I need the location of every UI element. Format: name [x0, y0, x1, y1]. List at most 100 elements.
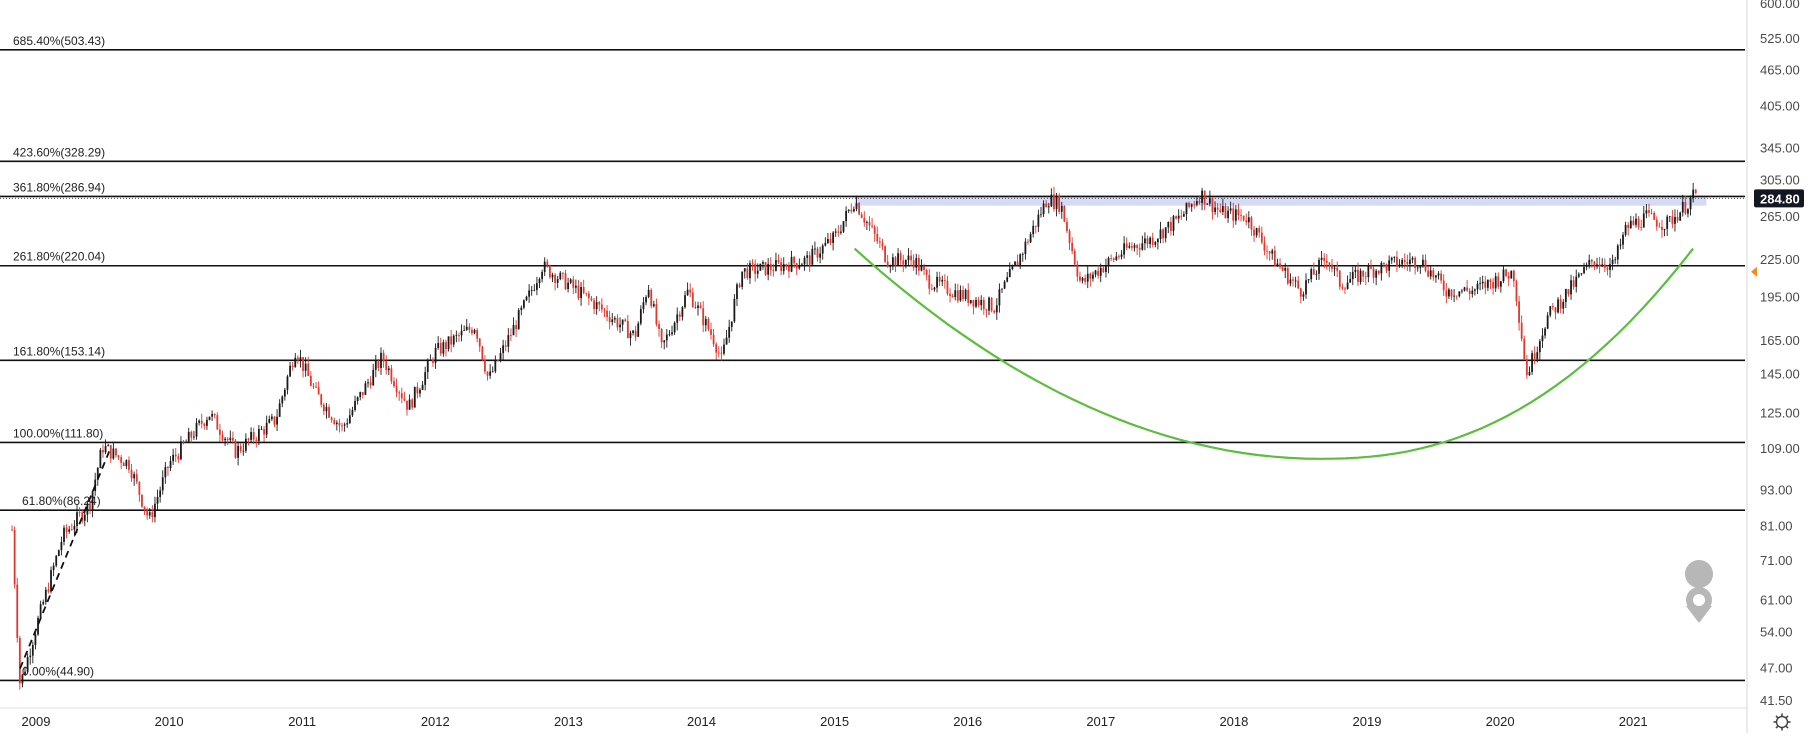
candle[interactable]	[50, 566, 52, 594]
candle[interactable]	[1406, 254, 1409, 272]
candle[interactable]	[76, 504, 78, 533]
candle[interactable]	[1538, 339, 1541, 360]
candle[interactable]	[263, 426, 265, 442]
candle[interactable]	[777, 254, 780, 264]
candle[interactable]	[393, 377, 395, 388]
candle[interactable]	[819, 246, 822, 264]
candle[interactable]	[1603, 258, 1606, 273]
candle[interactable]	[697, 301, 699, 316]
candle[interactable]	[29, 648, 32, 665]
candle[interactable]	[429, 354, 432, 361]
candle[interactable]	[229, 430, 232, 444]
candle[interactable]	[1512, 269, 1515, 288]
candle[interactable]	[52, 562, 55, 577]
candle[interactable]	[1315, 270, 1318, 280]
candle[interactable]	[1499, 281, 1502, 293]
candle[interactable]	[1131, 242, 1133, 251]
candle[interactable]	[1518, 296, 1520, 331]
candle[interactable]	[1331, 258, 1333, 273]
candle[interactable]	[1429, 265, 1432, 280]
candle[interactable]	[1367, 263, 1370, 283]
candle[interactable]	[1092, 271, 1094, 282]
candle[interactable]	[400, 387, 403, 404]
candle[interactable]	[902, 254, 905, 273]
candle[interactable]	[969, 300, 972, 305]
candle[interactable]	[13, 526, 16, 589]
candle[interactable]	[982, 297, 985, 315]
candle[interactable]	[1203, 190, 1206, 211]
resistance-zone[interactable]	[854, 195, 1707, 206]
candle[interactable]	[582, 279, 585, 295]
candle[interactable]	[860, 212, 863, 219]
candle[interactable]	[128, 456, 130, 474]
candle[interactable]	[1177, 209, 1180, 224]
candle[interactable]	[1284, 263, 1287, 279]
candle[interactable]	[343, 422, 346, 432]
trend-line[interactable]	[19, 451, 111, 669]
candle[interactable]	[226, 436, 229, 446]
candle[interactable]	[821, 243, 824, 260]
candle[interactable]	[1383, 262, 1385, 268]
candle[interactable]	[364, 380, 367, 396]
candle[interactable]	[1357, 262, 1359, 286]
candle[interactable]	[1141, 235, 1144, 251]
candle[interactable]	[107, 443, 110, 447]
candle[interactable]	[304, 357, 307, 377]
candle[interactable]	[1045, 200, 1048, 208]
candle[interactable]	[1164, 227, 1167, 243]
candle[interactable]	[1674, 209, 1676, 232]
candle[interactable]	[120, 454, 123, 470]
candle[interactable]	[1694, 188, 1697, 195]
candle[interactable]	[1370, 259, 1372, 270]
candle[interactable]	[1596, 257, 1598, 270]
candle[interactable]	[1627, 222, 1630, 236]
candle[interactable]	[574, 279, 577, 294]
candle[interactable]	[1372, 266, 1375, 284]
candle[interactable]	[710, 322, 712, 340]
candle[interactable]	[346, 418, 349, 428]
candle[interactable]	[250, 427, 252, 443]
candle[interactable]	[1105, 258, 1107, 278]
candle[interactable]	[471, 327, 473, 336]
candle[interactable]	[320, 393, 323, 408]
candle[interactable]	[1344, 286, 1346, 295]
candle[interactable]	[665, 329, 668, 348]
candle[interactable]	[1008, 262, 1011, 278]
candle[interactable]	[1276, 258, 1279, 267]
candle[interactable]	[1502, 266, 1505, 284]
candle[interactable]	[1102, 266, 1105, 273]
candle[interactable]	[676, 307, 679, 331]
candle[interactable]	[930, 283, 933, 291]
candle[interactable]	[1409, 252, 1411, 272]
candle[interactable]	[1349, 271, 1352, 283]
candle[interactable]	[1157, 238, 1159, 250]
candle[interactable]	[1136, 244, 1139, 256]
candle[interactable]	[60, 536, 63, 556]
candle[interactable]	[322, 402, 325, 416]
candle[interactable]	[190, 430, 193, 443]
candle[interactable]	[1492, 278, 1494, 295]
candle[interactable]	[65, 524, 68, 539]
candle[interactable]	[213, 413, 216, 419]
candle[interactable]	[484, 355, 486, 375]
candle[interactable]	[1494, 272, 1497, 292]
candle[interactable]	[1195, 197, 1198, 207]
candle[interactable]	[1442, 274, 1445, 296]
candle[interactable]	[964, 288, 967, 302]
candle[interactable]	[1167, 221, 1170, 234]
candle[interactable]	[315, 381, 317, 389]
candle[interactable]	[660, 328, 663, 348]
candle[interactable]	[1536, 346, 1539, 363]
candle[interactable]	[468, 323, 471, 333]
candle[interactable]	[1138, 243, 1141, 258]
candle[interactable]	[281, 395, 284, 408]
candle[interactable]	[611, 313, 614, 326]
candle[interactable]	[1016, 254, 1019, 266]
candle[interactable]	[1642, 205, 1645, 228]
candle[interactable]	[208, 416, 211, 421]
candle[interactable]	[421, 381, 424, 391]
candle[interactable]	[138, 481, 141, 502]
candle[interactable]	[702, 301, 705, 333]
candle[interactable]	[510, 328, 512, 342]
